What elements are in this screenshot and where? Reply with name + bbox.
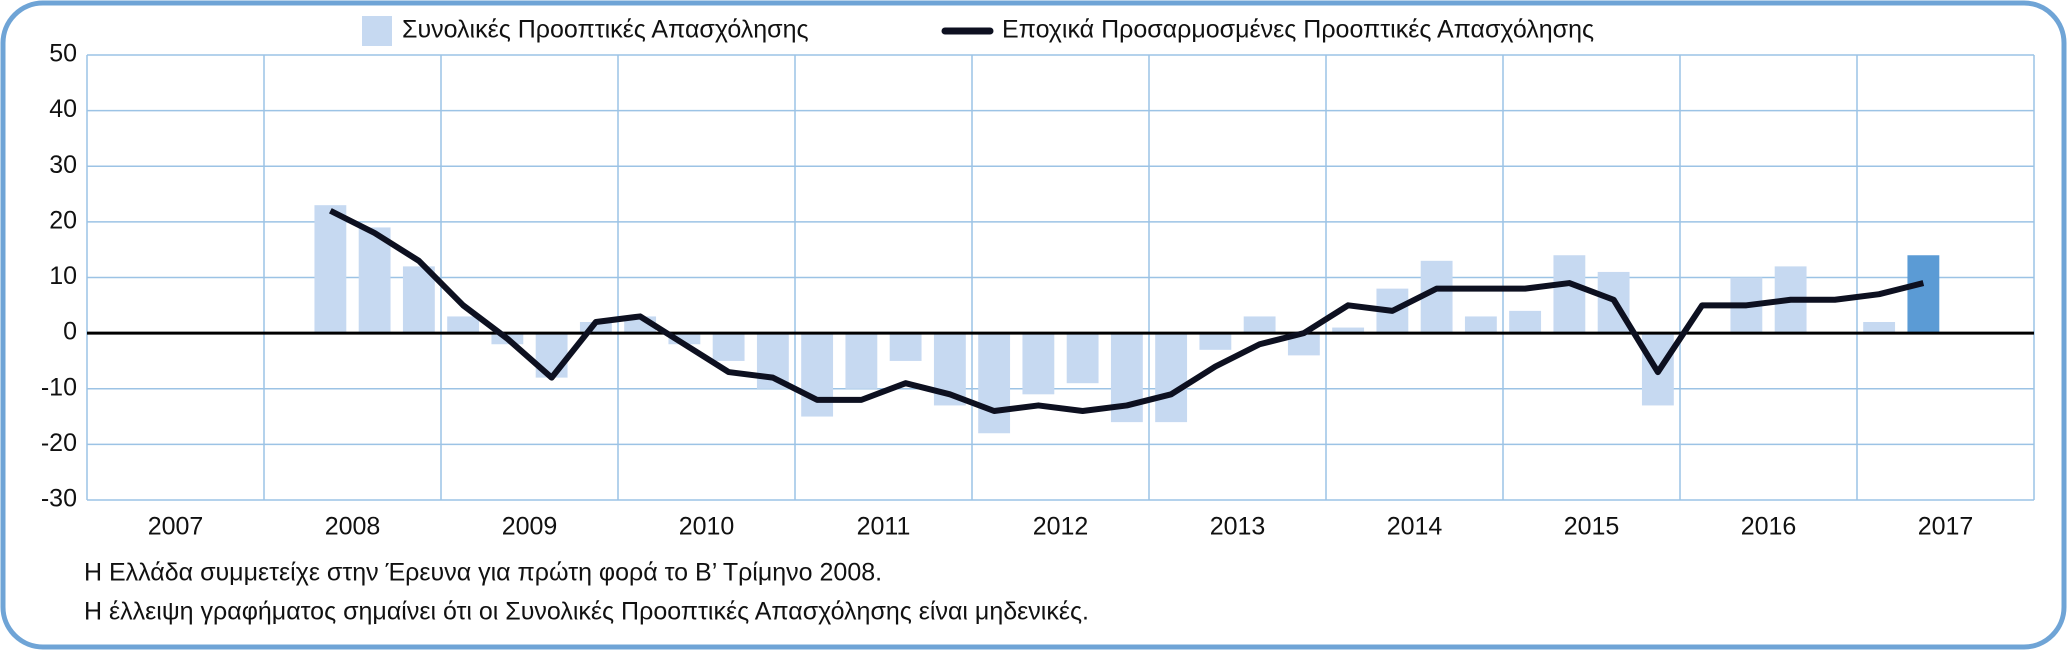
bar (1287, 333, 1320, 356)
x-tick-label: 2015 (1564, 513, 1620, 541)
x-tick-label: 2007 (148, 513, 204, 541)
x-tick-label: 2016 (1741, 513, 1797, 541)
bar (1464, 316, 1497, 334)
bar (889, 333, 922, 361)
note: Η έλλειψη γραφήματος σημαίνει ότι οι Συν… (84, 598, 1089, 626)
bar (402, 266, 435, 334)
x-tick-label: 2008 (325, 513, 381, 541)
bar (1066, 333, 1099, 384)
x-tick-label: 2012 (1033, 513, 1089, 541)
x-tick-label: 2017 (1918, 513, 1974, 541)
bar (1509, 310, 1542, 334)
x-tick-label: 2010 (679, 513, 735, 541)
bar (1022, 333, 1055, 395)
line (329, 208, 1925, 414)
x-tick-label: 2009 (502, 513, 558, 541)
bar (1907, 255, 1940, 334)
y-tick-label: 50 (49, 40, 77, 68)
bar (358, 227, 391, 334)
bar (1332, 327, 1365, 334)
y-tick-label: -20 (41, 429, 77, 457)
x-tick-label: 2013 (1210, 513, 1266, 541)
y-tick-label: 40 (49, 95, 77, 123)
bar (579, 322, 612, 334)
y-tick-label: 30 (49, 151, 77, 179)
x-tick-label: 2014 (1387, 513, 1443, 541)
note: Η Ελλάδα συμμετείχε στην Έρευνα για πρώτ… (84, 559, 882, 587)
bar (668, 333, 701, 345)
legend-swatch (362, 16, 392, 46)
y-tick-label: -30 (41, 485, 77, 513)
bar (1243, 316, 1276, 334)
bar (1199, 333, 1232, 350)
y-tick-label: -10 (41, 373, 77, 401)
bar (447, 316, 480, 334)
y-tick-label: 0 (63, 318, 77, 346)
y-tick-label: 10 (49, 262, 77, 290)
bar (978, 333, 1011, 434)
bar (801, 333, 834, 417)
y-tick-label: 20 (49, 206, 77, 234)
bar (1155, 333, 1188, 423)
bar (314, 205, 347, 334)
x-tick-label: 2011 (857, 513, 911, 541)
legend-label: Συνολικές Προοπτικές Απασχόλησης (402, 16, 809, 44)
bar (845, 333, 878, 389)
legend-label: Εποχικά Προσαρμοσμένες Προοπτικές Απασχό… (1002, 16, 1594, 44)
bar (1863, 322, 1896, 334)
bar (712, 333, 745, 361)
bar (1553, 255, 1586, 334)
